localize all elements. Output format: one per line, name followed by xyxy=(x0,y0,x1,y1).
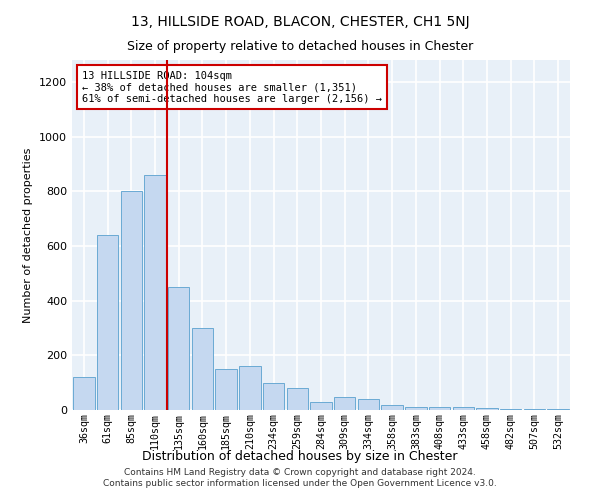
Bar xyxy=(287,388,308,410)
Bar xyxy=(239,366,260,410)
Bar xyxy=(429,408,450,410)
Bar xyxy=(547,409,569,410)
Text: Size of property relative to detached houses in Chester: Size of property relative to detached ho… xyxy=(127,40,473,53)
Y-axis label: Number of detached properties: Number of detached properties xyxy=(23,148,34,322)
Text: Contains HM Land Registry data © Crown copyright and database right 2024.
Contai: Contains HM Land Registry data © Crown c… xyxy=(103,468,497,487)
Bar xyxy=(263,382,284,410)
Bar xyxy=(500,408,521,410)
Bar xyxy=(73,377,95,410)
Bar xyxy=(358,398,379,410)
Bar xyxy=(145,175,166,410)
Text: 13 HILLSIDE ROAD: 104sqm
← 38% of detached houses are smaller (1,351)
61% of sem: 13 HILLSIDE ROAD: 104sqm ← 38% of detach… xyxy=(82,70,382,104)
Bar xyxy=(524,409,545,410)
Text: Distribution of detached houses by size in Chester: Distribution of detached houses by size … xyxy=(142,450,458,463)
Bar xyxy=(168,287,190,410)
Text: 13, HILLSIDE ROAD, BLACON, CHESTER, CH1 5NJ: 13, HILLSIDE ROAD, BLACON, CHESTER, CH1 … xyxy=(131,15,469,29)
Bar xyxy=(382,405,403,410)
Bar xyxy=(476,408,497,410)
Bar xyxy=(215,369,237,410)
Bar xyxy=(97,235,118,410)
Bar xyxy=(452,408,474,410)
Bar xyxy=(121,192,142,410)
Bar xyxy=(310,402,332,410)
Bar xyxy=(192,328,213,410)
Bar xyxy=(405,406,427,410)
Bar xyxy=(334,397,355,410)
